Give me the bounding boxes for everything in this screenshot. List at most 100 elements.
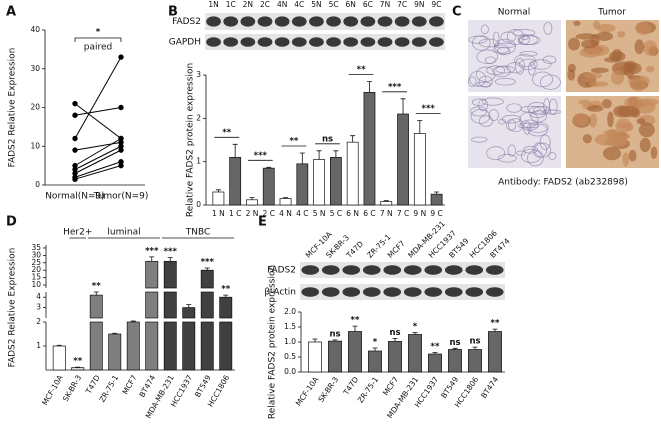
tissue-feature [601, 98, 612, 109]
x-tick-label: 1 C [229, 209, 241, 218]
x-tick-label: 7 C [397, 209, 409, 218]
lane-label: 9C [431, 0, 441, 9]
tissue-feature [602, 146, 621, 161]
bar [182, 307, 196, 319]
bar [163, 321, 177, 371]
point [72, 135, 78, 142]
tissue-feature [539, 134, 551, 150]
tissue-feature [471, 98, 487, 107]
y-tick-label: 4 [36, 292, 41, 301]
lane-label: 5N [311, 0, 321, 9]
y-tick-label: 35 [31, 243, 41, 252]
y-axis-label: Relative FADS2 protein expression [268, 265, 278, 419]
blot-band [291, 37, 307, 47]
tissue-feature [548, 152, 557, 160]
blot-row-label: FADS2 [267, 266, 296, 276]
x-tick-label: 2 N [246, 209, 259, 218]
tissue-feature [611, 70, 625, 85]
tissue-feature [567, 69, 576, 81]
lane-label: 7C [397, 0, 407, 9]
error-bar [112, 332, 118, 334]
blot-band [257, 37, 273, 47]
error-bar [223, 294, 229, 298]
y-tick-label: 2 [36, 317, 41, 326]
bar [363, 91, 376, 206]
tissue-feature [496, 46, 511, 56]
significance: *** [254, 151, 268, 161]
error-bar [492, 328, 498, 332]
error-bar [266, 166, 272, 169]
tissue-feature [532, 106, 552, 115]
y-tick-label: 30 [30, 64, 40, 73]
blot-band [309, 37, 324, 47]
bar [308, 341, 322, 373]
bar [71, 367, 85, 371]
tissue-feature [629, 76, 648, 92]
y-axis-label: Relative FADS2 protein expression [186, 63, 196, 217]
x-tick-label: Tumor(N=9) [93, 192, 149, 202]
x-tick-label: 4 N [279, 209, 292, 218]
bar [368, 350, 382, 373]
significance: *** [201, 257, 215, 267]
blot-band [377, 37, 393, 47]
point [118, 147, 124, 153]
bar [488, 331, 502, 373]
tissue-feature [583, 72, 603, 79]
bar [348, 331, 362, 373]
blot-band [223, 37, 239, 47]
blot-band [377, 16, 393, 27]
bar [89, 294, 103, 319]
column-label: Tumor [597, 8, 626, 18]
caption: Antibody: FADS2 (ab232898) [498, 178, 628, 188]
x-tick-label: 9 N [413, 209, 426, 218]
tissue-feature [476, 81, 492, 87]
point [72, 100, 78, 107]
significance: *** [388, 82, 402, 92]
y-tick-label: 2 [196, 113, 201, 122]
x-tick-label: 7 N [380, 209, 393, 218]
significance: * [373, 338, 378, 348]
bar [163, 260, 177, 289]
blot-band [362, 287, 381, 297]
blot-row-label: GAPDH [169, 38, 201, 48]
y-tick-label: 1 [36, 341, 41, 350]
lane-label: 5C [329, 0, 339, 9]
tissue-feature [650, 146, 658, 159]
significance: ns [469, 337, 480, 347]
bar [346, 141, 359, 206]
x-tick-label: MCF7 [381, 375, 400, 397]
significance: *** [422, 104, 436, 114]
y-tick-label: 25 [31, 258, 41, 267]
tissue-feature [617, 105, 640, 118]
error-bar [350, 135, 356, 143]
blot-band [240, 37, 256, 47]
bar [246, 199, 258, 206]
bar [182, 321, 196, 371]
tissue-feature [586, 105, 604, 112]
tissue-feature [486, 146, 506, 161]
tissue-feature [488, 109, 499, 121]
tissue-feature [592, 44, 610, 56]
point [118, 104, 124, 111]
blot-band [301, 265, 320, 275]
error-bar [366, 81, 372, 93]
tissue-feature [507, 144, 516, 157]
y-tick-label: 1 [196, 157, 201, 166]
error-bar [56, 344, 62, 346]
point [72, 162, 78, 169]
x-tick-label: T47D [341, 375, 360, 397]
bar [413, 133, 426, 206]
point [118, 54, 124, 60]
error-bar [472, 346, 478, 350]
tissue-feature [497, 153, 517, 163]
blot-band [257, 16, 273, 27]
significance: ** [491, 319, 500, 329]
lane-label: 4C [294, 0, 304, 9]
error-bar [412, 332, 418, 335]
lane-label: 1N [208, 0, 218, 9]
bar [296, 163, 309, 206]
x-tick-label: BT474 [479, 375, 500, 400]
x-tick-label: T47D [83, 373, 101, 396]
tissue-feature [468, 35, 488, 44]
x-tick-label: Normal(N=9) [45, 192, 105, 202]
